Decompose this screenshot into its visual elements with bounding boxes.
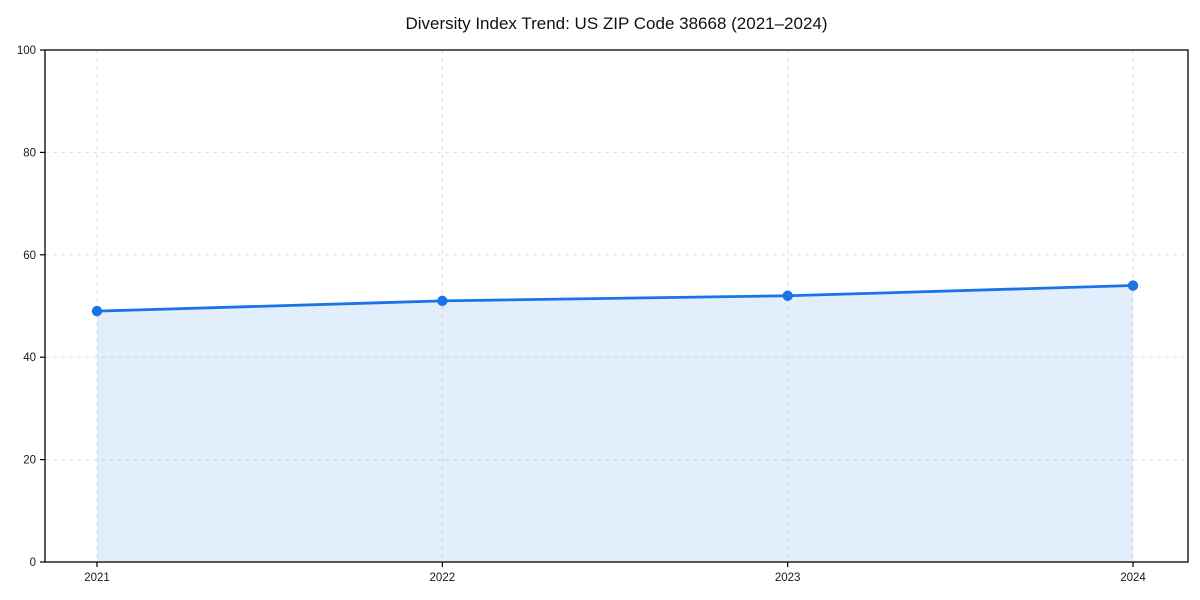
data-point-2024 [1127,280,1139,291]
data-point-2023 [782,290,793,301]
axis-ticks [40,49,1134,567]
y-tick-label: 80 [23,147,36,159]
x-tick-label: 2021 [84,572,110,584]
plot-border [44,49,1189,563]
y-tick-label: 0 [30,557,36,569]
area-fill [97,285,1133,562]
chart-title: Diversity Index Trend: US ZIP Code 38668… [405,14,828,33]
axis-tick-labels: 0 20 40 60 80 100 2021 2022 2023 2024 [17,45,1147,584]
y-tick-label: 100 [17,45,36,57]
y-tick-label: 20 [23,455,36,467]
x-tick-label: 2023 [775,572,801,584]
x-tick-label: 2024 [1120,572,1146,584]
y-tick-label: 60 [23,250,36,262]
data-point-markers [91,280,1139,317]
data-point-2022 [437,295,448,307]
y-tick-label: 40 [23,352,36,364]
data-point-2021 [91,305,103,317]
trend-line [95,284,1135,313]
x-tick-label: 2022 [430,572,456,584]
